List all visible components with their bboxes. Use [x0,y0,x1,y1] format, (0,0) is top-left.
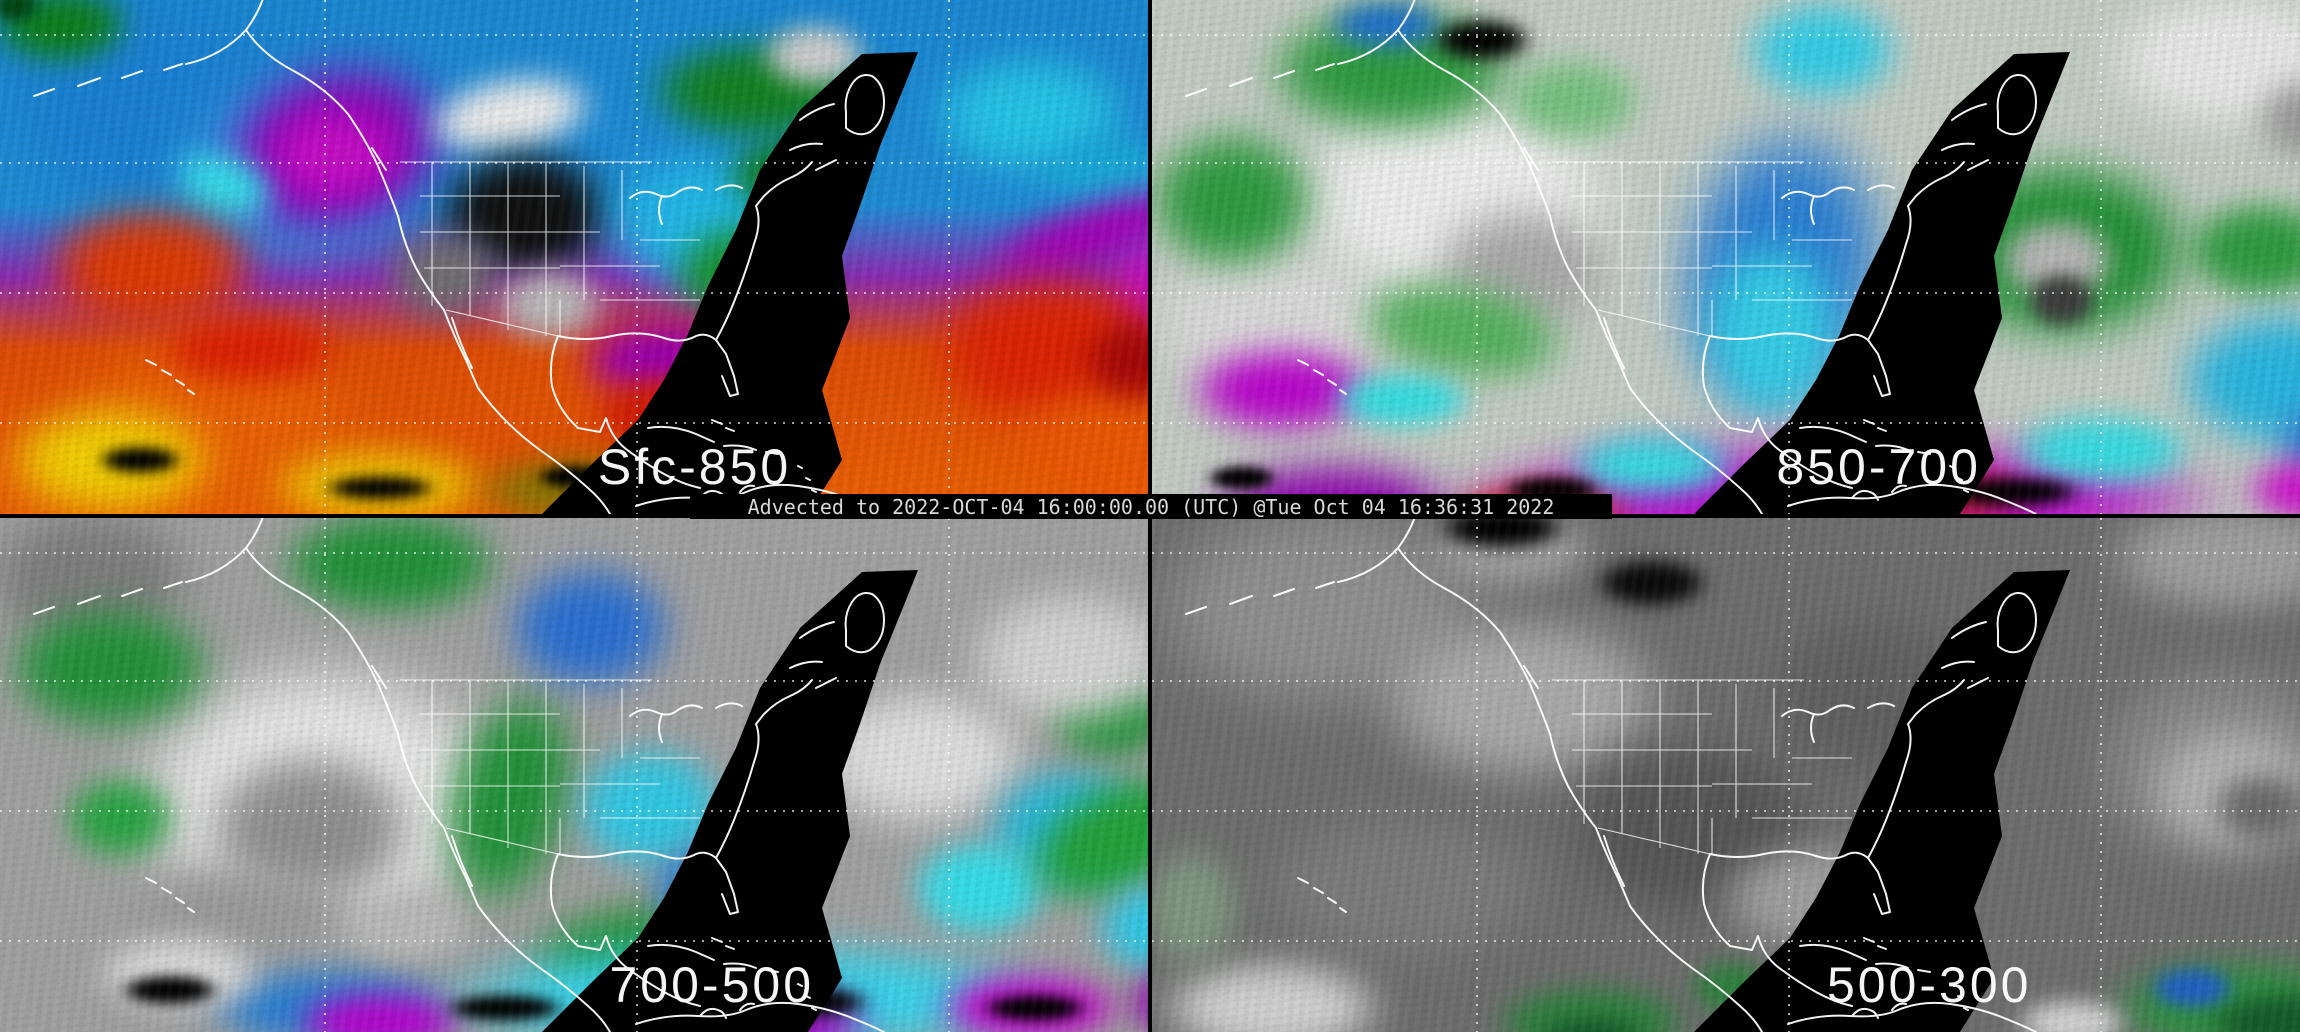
panel-500-300: 500-300 [1152,518,2300,1032]
field-blob [40,758,200,878]
field-blob [100,968,240,1012]
panel-label: 500-300 [1826,957,2032,1013]
field-blob [300,470,460,506]
field-blob [80,440,200,480]
field-blob [2212,440,2300,514]
field-blob [470,538,710,718]
field-blob [2012,260,2112,340]
field-blob [0,578,260,758]
field-blob [960,988,1110,1028]
timestamp-bar: Advected to 2022-OCT-04 16:00:00.00 (UTC… [690,494,1612,519]
field-blob [1192,460,1292,496]
field-blob [2192,758,2300,858]
field-blob [1152,100,1352,300]
field-blob [1060,300,1148,420]
field-blob [1412,518,1592,558]
field-blob [1712,0,1932,120]
field-blob [120,300,380,400]
field-blob [1302,360,1502,440]
map-overlay [0,518,1148,1032]
field-blob [320,878,500,978]
map-overlay [1152,518,2300,1032]
panel-sfc-850: Sfc-850 [0,0,1148,514]
timestamp-text: Advected to 2022-OCT-04 16:00:00.00 (UTC… [747,494,1555,519]
field-blob [1412,10,1552,70]
map-overlay [0,0,1148,514]
map-overlay [1152,0,2300,514]
field-blob [0,0,50,30]
field-blob [2132,958,2252,1018]
field-blob [1152,818,1262,998]
field-blob [1512,1008,1672,1032]
panel-label: 850-700 [1776,439,1981,495]
field-blob [1572,548,1732,618]
panel-850-700: 850-700 [1152,0,2300,514]
panel-label: 700-500 [609,957,814,1013]
panel-label: Sfc-850 [597,439,792,495]
panel-700-500: 700-500 [0,518,1148,1032]
field-blob [920,558,1148,758]
field-blob [2232,60,2300,180]
field-blob [2052,518,2300,638]
